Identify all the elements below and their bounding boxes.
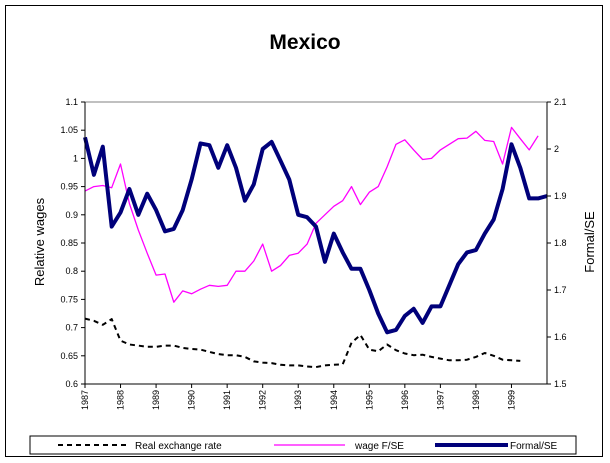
x-tick-label: 1993 bbox=[293, 390, 303, 410]
y2-tick-label: 1.7 bbox=[554, 285, 567, 295]
x-tick-label: 1991 bbox=[222, 390, 232, 410]
y-axis-title: Relative wages bbox=[32, 197, 47, 286]
legend-label-real-exchange-rate: Real exchange rate bbox=[135, 441, 222, 452]
plot-border bbox=[84, 101, 548, 385]
x-tick-label: 1997 bbox=[435, 390, 445, 410]
x-tick-label: 1999 bbox=[506, 390, 516, 410]
x-tick-label: 1994 bbox=[329, 390, 339, 410]
x-tick-label: 1990 bbox=[187, 390, 197, 410]
y2-tick-label: 1.5 bbox=[554, 379, 567, 389]
legend-label-formal-se: Formal/SE bbox=[510, 441, 558, 452]
series-line-formal-se bbox=[83, 136, 548, 335]
y-tick-label: 0.95 bbox=[60, 182, 78, 192]
y-tick-label: 0.9 bbox=[65, 210, 78, 220]
y-tick-label: 1 bbox=[73, 153, 78, 163]
series-line-real-exchange-rate bbox=[84, 317, 521, 369]
y-tick-label: 0.85 bbox=[60, 238, 78, 248]
y2-tick-label: 1.8 bbox=[554, 238, 567, 248]
y-tick-label: 0.65 bbox=[60, 351, 78, 361]
axes-layer: 0.6 0.65 0.7 0.75 0.8 0.85 0.9 0.95 1 1.05 1.1 1.5 1… bbox=[60, 97, 566, 410]
y-tick-label: 0.7 bbox=[65, 323, 78, 333]
legend: Real exchange rate wage F/SE Formal/SE bbox=[29, 435, 577, 455]
x-tick-label: 1988 bbox=[116, 390, 126, 410]
series-layer bbox=[83, 126, 548, 369]
y-tick-label: 0.6 bbox=[65, 379, 78, 389]
y2-tick-label: 2.1 bbox=[554, 97, 567, 107]
y2-axis-title: Formal/SE bbox=[582, 211, 597, 273]
x-tick-label: 1987 bbox=[80, 390, 90, 410]
series-line-wage-f-se bbox=[84, 126, 539, 303]
legend-label-wage-fse: wage F/SE bbox=[354, 441, 404, 452]
x-tick-label: 1992 bbox=[258, 390, 268, 410]
y-tick-label: 0.75 bbox=[60, 294, 78, 304]
plot-area bbox=[84, 101, 548, 385]
y-tick-label: 1.05 bbox=[60, 125, 78, 135]
chart-title: Mexico bbox=[269, 31, 340, 54]
y2-tick-label: 1.9 bbox=[554, 191, 567, 201]
y-tick-label: 0.8 bbox=[65, 266, 78, 276]
x-tick-label: 1998 bbox=[471, 390, 481, 410]
y2-tick-label: 2 bbox=[554, 144, 559, 154]
x-tick-label: 1995 bbox=[364, 390, 374, 410]
y-tick-label: 1.1 bbox=[65, 97, 78, 107]
x-tick-label: 1989 bbox=[151, 390, 161, 410]
y2-tick-label: 1.6 bbox=[554, 332, 567, 342]
x-tick-label: 1996 bbox=[400, 390, 410, 410]
